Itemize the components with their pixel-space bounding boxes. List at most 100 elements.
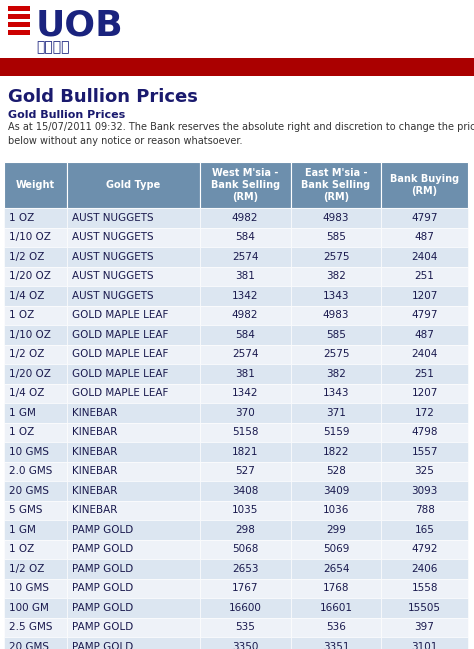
Text: 487: 487 [415, 232, 435, 242]
Text: 251: 251 [415, 369, 435, 379]
Bar [4, 578, 67, 598]
Bar [67, 208, 200, 228]
Text: PAMP GOLD: PAMP GOLD [72, 564, 133, 574]
Text: East M'sia -
Bank Selling
(RM): East M'sia - Bank Selling (RM) [301, 167, 371, 202]
Bar [291, 247, 382, 267]
Text: 3093: 3093 [411, 485, 438, 496]
Bar [291, 208, 382, 228]
Text: 536: 536 [326, 622, 346, 632]
Bar [291, 267, 382, 286]
Text: 371: 371 [326, 408, 346, 418]
Text: 3101: 3101 [411, 642, 438, 649]
Text: 16600: 16600 [229, 603, 262, 613]
Bar [4, 500, 67, 520]
Bar [382, 617, 468, 637]
Text: 4982: 4982 [232, 310, 258, 320]
Bar [291, 286, 382, 306]
Bar [8, 22, 30, 27]
Bar [291, 306, 382, 325]
Bar [382, 539, 468, 559]
Text: Bank Buying
(RM): Bank Buying (RM) [390, 174, 459, 196]
Bar [67, 384, 200, 403]
Text: GOLD MAPLE LEAF: GOLD MAPLE LEAF [72, 330, 168, 339]
Text: KINEBAR: KINEBAR [72, 427, 117, 437]
Text: 1558: 1558 [411, 583, 438, 593]
Bar [200, 208, 291, 228]
Text: 397: 397 [415, 622, 435, 632]
Bar [382, 208, 468, 228]
Text: 15505: 15505 [408, 603, 441, 613]
Text: AUST NUGGETS: AUST NUGGETS [72, 291, 154, 300]
Text: 2.0 GMS: 2.0 GMS [9, 466, 52, 476]
Text: 1821: 1821 [232, 447, 258, 457]
Text: 1 OZ: 1 OZ [9, 545, 34, 554]
Bar [382, 162, 468, 208]
Text: KINEBAR: KINEBAR [72, 506, 117, 515]
Bar [8, 14, 30, 19]
Text: 299: 299 [326, 525, 346, 535]
Text: 1/2 OZ: 1/2 OZ [9, 564, 45, 574]
Bar [67, 520, 200, 539]
Bar [291, 325, 382, 345]
Bar [382, 403, 468, 422]
Bar [291, 162, 382, 208]
Bar [4, 617, 67, 637]
Bar [200, 500, 291, 520]
Bar [382, 247, 468, 267]
Text: UOB: UOB [36, 8, 124, 42]
Text: 3409: 3409 [323, 485, 349, 496]
Bar [4, 520, 67, 539]
Text: GOLD MAPLE LEAF: GOLD MAPLE LEAF [72, 388, 168, 398]
Bar [291, 617, 382, 637]
Bar [4, 267, 67, 286]
Text: Gold Bullion Prices: Gold Bullion Prices [8, 110, 125, 120]
Text: KINEBAR: KINEBAR [72, 408, 117, 418]
Bar [67, 422, 200, 442]
Text: 1207: 1207 [411, 388, 438, 398]
Bar [291, 559, 382, 578]
Text: 20 GMS: 20 GMS [9, 485, 49, 496]
Bar [4, 325, 67, 345]
Bar [4, 461, 67, 481]
Bar [200, 617, 291, 637]
Bar [67, 578, 200, 598]
Bar [382, 228, 468, 247]
Bar [200, 247, 291, 267]
Bar [200, 520, 291, 539]
Bar [382, 559, 468, 578]
Bar [67, 345, 200, 364]
Bar [200, 442, 291, 461]
Bar [8, 30, 30, 35]
Text: 1/2 OZ: 1/2 OZ [9, 252, 45, 262]
Text: 10 GMS: 10 GMS [9, 583, 49, 593]
Text: 535: 535 [235, 622, 255, 632]
Text: 251: 251 [415, 271, 435, 281]
Text: 100 GM: 100 GM [9, 603, 49, 613]
Bar [291, 228, 382, 247]
Text: 370: 370 [235, 408, 255, 418]
Text: GOLD MAPLE LEAF: GOLD MAPLE LEAF [72, 310, 168, 320]
Bar [382, 422, 468, 442]
Bar [4, 286, 67, 306]
Text: 4797: 4797 [411, 213, 438, 223]
Text: 1767: 1767 [232, 583, 258, 593]
Text: 1/20 OZ: 1/20 OZ [9, 271, 51, 281]
Text: As at 15/07/2011 09:32. The Bank reserves the absolute right and discretion to c: As at 15/07/2011 09:32. The Bank reserve… [8, 122, 474, 146]
Bar [4, 364, 67, 384]
Text: 1 GM: 1 GM [9, 408, 36, 418]
Bar [67, 286, 200, 306]
Text: 5069: 5069 [323, 545, 349, 554]
Bar [200, 384, 291, 403]
Text: 1342: 1342 [232, 388, 258, 398]
Bar [291, 637, 382, 649]
Text: 20 GMS: 20 GMS [9, 642, 49, 649]
Text: 585: 585 [326, 330, 346, 339]
Text: Gold Type: Gold Type [106, 180, 160, 190]
Bar [382, 384, 468, 403]
Text: 4983: 4983 [323, 310, 349, 320]
Bar [4, 442, 67, 461]
Text: 172: 172 [415, 408, 435, 418]
Bar [200, 422, 291, 442]
Bar [382, 442, 468, 461]
Bar [200, 403, 291, 422]
